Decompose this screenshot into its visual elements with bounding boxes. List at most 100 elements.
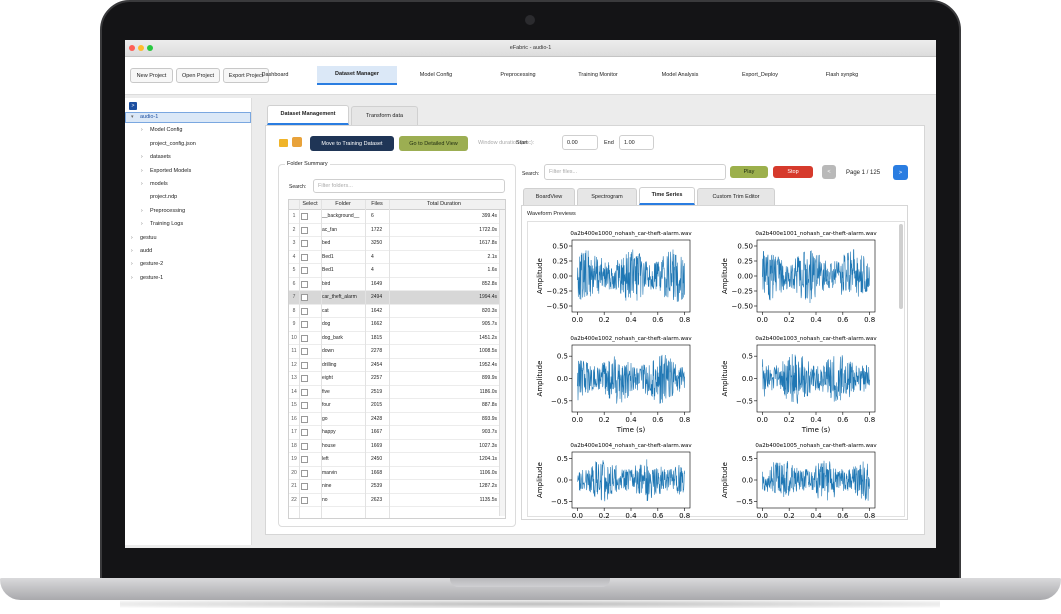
scrollbar[interactable] [899, 224, 903, 309]
toolbar-button[interactable]: Open Project [176, 68, 220, 83]
tree-item[interactable] [125, 179, 251, 190]
lock-icon[interactable] [292, 137, 302, 147]
row-checkbox[interactable] [301, 375, 308, 382]
table-row[interactable] [289, 372, 499, 386]
table-row[interactable] [289, 251, 499, 264]
tree-item[interactable] [125, 206, 251, 217]
row-checkbox[interactable] [301, 469, 308, 477]
tree-item[interactable] [125, 112, 251, 123]
nav-tab[interactable]: Flash synpkg [825, 71, 859, 78]
row-checkbox[interactable] [301, 226, 308, 234]
tree-label[interactable]: Exported Models [150, 167, 192, 174]
zoom-dot[interactable] [147, 45, 153, 51]
table-row[interactable] [289, 264, 499, 278]
tree-label[interactable]: Training Logs [150, 221, 184, 228]
row-checkbox[interactable] [301, 307, 308, 315]
tree-item[interactable] [125, 152, 251, 163]
row-checkbox[interactable] [301, 361, 308, 369]
toolbar-button[interactable]: Export Project [223, 68, 269, 83]
table-row[interactable] [289, 467, 499, 480]
row-checkbox[interactable] [301, 348, 308, 355]
table-row[interactable] [289, 305, 499, 318]
column-header[interactable]: Total Duration [427, 201, 461, 207]
tree-item[interactable] [125, 192, 251, 203]
table-row[interactable] [289, 426, 499, 440]
column-header[interactable]: Select [302, 201, 318, 207]
tree-label[interactable]: project_config.json [150, 140, 196, 147]
tree-label[interactable]: project.ndp [150, 194, 178, 201]
table-row[interactable] [289, 345, 499, 359]
row-checkbox[interactable] [301, 294, 308, 301]
table-row[interactable] [289, 359, 499, 372]
toolbar-button[interactable]: New Project [130, 68, 173, 83]
row-checkbox[interactable] [301, 253, 308, 261]
nav-tab[interactable]: Model Config [419, 71, 453, 78]
row-checkbox[interactable] [301, 415, 308, 423]
tree-item[interactable] [125, 125, 251, 136]
column-header[interactable]: Files [371, 201, 383, 207]
table-row[interactable] [289, 386, 499, 399]
tab[interactable]: Time Series [639, 187, 695, 205]
row-checkbox[interactable] [301, 334, 308, 342]
tab[interactable]: BoardView [523, 188, 575, 206]
row-checkbox[interactable] [301, 388, 308, 396]
row-checkbox[interactable] [301, 483, 308, 490]
close-dot[interactable] [129, 45, 135, 51]
table-row[interactable] [289, 224, 499, 237]
table-scrollbar[interactable] [499, 210, 505, 516]
row-checkbox[interactable] [301, 240, 308, 247]
tab[interactable]: Custom Trim Editor [697, 188, 775, 206]
file-search[interactable]: Filter files... [544, 164, 726, 180]
tree-label[interactable]: datasets [150, 154, 171, 161]
prev-page-button[interactable]: < [822, 165, 836, 179]
tab[interactable]: Transform data [351, 106, 418, 126]
nav-tab[interactable]: Training Monitor [578, 71, 618, 78]
tree-label[interactable]: Model Config [150, 127, 183, 134]
column-header[interactable]: Folder [335, 201, 351, 207]
tree-label[interactable]: models [150, 181, 168, 187]
tree-label[interactable]: gesture-1 [140, 274, 164, 281]
table-row[interactable] [289, 318, 499, 332]
row-checkbox[interactable] [301, 213, 308, 220]
table-row[interactable] [289, 453, 499, 467]
table-row[interactable] [289, 399, 499, 413]
row-checkbox[interactable] [301, 402, 308, 409]
table-row[interactable] [289, 291, 499, 305]
row-checkbox[interactable] [301, 456, 308, 463]
folder-icon[interactable] [279, 139, 288, 147]
next-page-button[interactable]: > [893, 165, 908, 180]
tab[interactable]: Dataset Management [267, 105, 349, 125]
tab[interactable]: Spectrogram [577, 188, 637, 206]
folder-search[interactable]: Filter folders... [313, 179, 505, 193]
tree-label[interactable]: audio-1 [140, 114, 159, 120]
end-input[interactable]: 1.00 [619, 135, 654, 150]
table-row[interactable] [289, 494, 499, 507]
nav-tab[interactable]: Dataset Manager [317, 66, 397, 85]
tree-label[interactable]: Preprocessing [150, 207, 186, 214]
row-checkbox[interactable] [301, 496, 308, 504]
nav-tab[interactable]: Preprocessing [500, 71, 536, 78]
table-row[interactable] [289, 210, 499, 224]
table-row[interactable] [289, 278, 499, 291]
table-row[interactable] [289, 332, 499, 345]
nav-tab[interactable]: Export_Deploy [741, 71, 779, 78]
play-button[interactable]: Play [730, 166, 768, 178]
nav-tab[interactable]: Dashboard [261, 71, 289, 78]
detail-button[interactable]: Go to Detailed View [399, 136, 468, 151]
move-button[interactable]: Move to Training Dataset [310, 136, 394, 151]
start-input[interactable]: 0.00 [562, 135, 598, 150]
row-checkbox[interactable] [301, 429, 308, 436]
table-row[interactable] [289, 413, 499, 426]
row-checkbox[interactable] [301, 280, 308, 288]
row-checkbox[interactable] [301, 442, 308, 450]
table-row[interactable] [289, 480, 499, 494]
nav-tab[interactable]: Model Analysis [661, 71, 699, 78]
tree-item[interactable] [125, 219, 251, 230]
tree-toggle[interactable]: > [129, 102, 137, 110]
table-row[interactable] [289, 237, 499, 251]
row-checkbox[interactable] [301, 267, 308, 274]
tree-label[interactable]: gestuu [140, 234, 157, 241]
row-checkbox[interactable] [301, 321, 308, 328]
tree-label[interactable]: gesture-2 [140, 261, 164, 268]
minimize-dot[interactable] [138, 45, 144, 51]
